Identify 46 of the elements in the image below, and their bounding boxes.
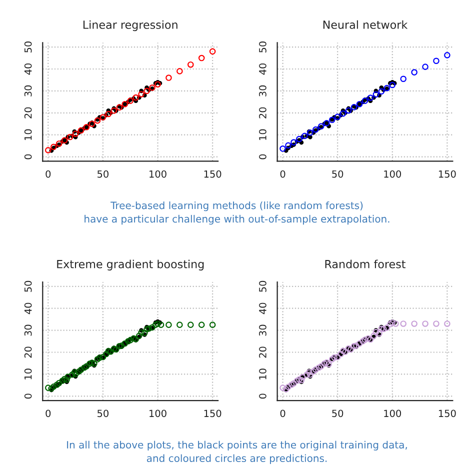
y-tick-label: 40 xyxy=(24,63,32,75)
x-tick-label: 0 xyxy=(46,170,51,178)
chart-title: Linear regression xyxy=(83,20,178,32)
chart-title: Neural network xyxy=(323,20,408,29)
y-tick-label: 50 xyxy=(24,42,32,52)
y-tick-label: 20 xyxy=(259,346,266,358)
y-tick-label: 10 xyxy=(259,368,266,380)
y-tick-label: 0 xyxy=(24,394,32,399)
text: Tree-based learning methods (like random forests) have a particular challenge with out-of-sample extrapolation. xyxy=(84,201,390,225)
x-tick-label: 50 xyxy=(332,410,344,418)
y-tick-label: 30 xyxy=(24,324,32,336)
x-tick-label: 150 xyxy=(438,410,456,418)
y-tick-label: 10 xyxy=(24,368,32,380)
y-tick-label: 50 xyxy=(259,280,266,292)
y-tick-label: 30 xyxy=(259,324,266,336)
y-tick-label: 20 xyxy=(24,346,32,358)
x-tick-label: 0 xyxy=(280,170,286,178)
x-tick-label: 100 xyxy=(150,410,166,418)
y-tick-label: 40 xyxy=(259,63,266,75)
y-tick-label: 30 xyxy=(24,85,32,96)
x-tick-label: 150 xyxy=(204,170,222,178)
x-tick-label: 100 xyxy=(150,170,166,178)
y-tick-label: 10 xyxy=(24,129,32,140)
y-tick-label: 10 xyxy=(259,129,266,140)
y-tick-label: 40 xyxy=(24,302,32,314)
y-tick-label: 50 xyxy=(24,280,32,292)
x-tick-label: 50 xyxy=(98,170,108,178)
x-tick-label: 50 xyxy=(98,410,108,418)
x-tick-label: 100 xyxy=(384,410,402,418)
text: In all the above plots, the black points are the original training data, and coloured circles are predictions. xyxy=(67,440,407,464)
y-tick-label: 50 xyxy=(259,42,266,52)
x-tick-label: 0 xyxy=(280,410,286,418)
chart-title: Extreme gradient boosting xyxy=(57,260,204,270)
chart-title: Random forest xyxy=(325,260,406,268)
x-tick-label: 150 xyxy=(204,410,222,418)
x-tick-label: 50 xyxy=(332,170,344,178)
x-tick-label: 0 xyxy=(46,410,51,418)
x-tick-label: 150 xyxy=(438,170,456,178)
x-tick-label: 100 xyxy=(384,170,402,178)
y-tick-label: 0 xyxy=(24,154,32,160)
y-tick-label: 20 xyxy=(24,107,32,118)
y-tick-label: 0 xyxy=(259,394,266,399)
y-tick-label: 0 xyxy=(259,154,266,160)
y-tick-label: 40 xyxy=(259,302,266,314)
y-tick-label: 20 xyxy=(259,107,266,118)
y-tick-label: 30 xyxy=(259,85,266,96)
